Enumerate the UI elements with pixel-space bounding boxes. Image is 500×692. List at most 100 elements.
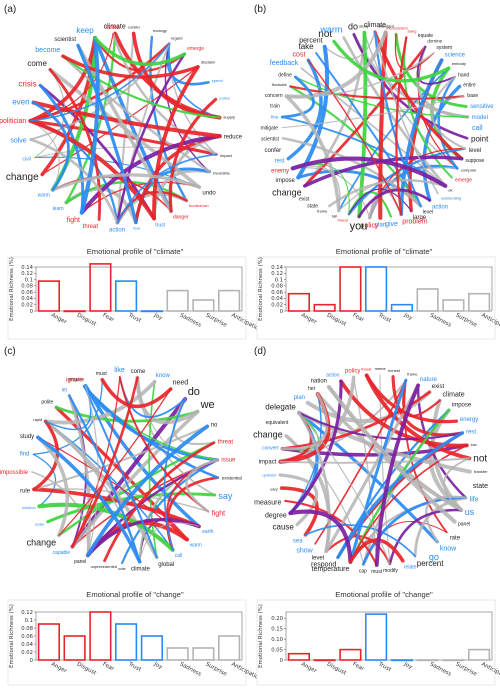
word-node: know [440,545,457,552]
y-tick-label: 0.08 [21,626,33,632]
bar-sadness [166,647,189,661]
word-node: delegate [265,402,296,411]
network-edge [28,119,218,156]
network-edge [43,379,157,425]
network-edge [348,378,408,564]
word-node: life [470,496,479,503]
word-node: concern [265,93,283,99]
word-node: measure [254,500,281,507]
word-node: polite [41,400,53,406]
network-edge [286,58,323,161]
network-edge [58,388,172,537]
word-node: change [272,188,302,198]
x-tick-label: Fear [351,312,365,323]
word-node: compare [461,168,477,173]
word-node: supply [223,115,235,120]
network-edge [324,383,420,553]
word-node: politician [0,118,26,125]
word-node: equivalent [266,420,289,426]
word-node: large [413,215,427,221]
word-node: plan [294,395,305,401]
network-edge [373,30,464,161]
network-edge [443,457,471,512]
word-node: let [62,387,68,393]
bar-anger [287,292,311,312]
word-node: do [188,386,200,398]
bar-sadness [416,288,439,312]
network-edges [280,30,470,220]
network-edge [349,444,468,563]
word-node: sensitive [470,104,494,110]
word-node: regard [171,35,183,40]
network-edge [173,397,216,445]
word-node: ecology [153,28,167,33]
bar-anticipation [218,635,241,661]
word-node: temperature [312,566,350,573]
y-tick-label: 0.02 [271,303,283,309]
word-node: climate [104,24,126,31]
word-node: danger [173,215,189,221]
network-edge [347,147,467,216]
word-node: degree [265,512,287,519]
word-node: energy [460,417,478,423]
word-node: impose [452,403,472,409]
word-node: exist [299,197,310,203]
bar-anticipation [467,648,491,661]
network-edge [288,509,353,564]
word-node: give [385,221,398,228]
word-node: action [109,228,125,234]
word-node: standard [378,24,394,29]
network-edge [43,419,159,560]
word-node: model [472,115,488,121]
word-node: relate [404,565,417,571]
y-tick-label: 0.20 [271,616,283,622]
word-node: we [200,399,215,411]
network-edge [29,138,119,225]
emotional-profile-chart: Emotional profile of "change" 0 0.02 0.04 0.… [7,590,263,686]
word-node: define [278,73,292,79]
word-node: outstanding [441,196,462,201]
word-node: come [131,369,146,375]
word-node: vary [270,486,278,491]
bar-joy [390,303,414,312]
chart-title: Emotional profile of "change" [335,590,433,599]
network-edge [290,156,448,188]
word-node: you [350,220,368,232]
word-node: warm [319,25,342,35]
network-edge [297,411,331,553]
network-edge [298,412,391,565]
bar-surprise [442,299,465,312]
word-node: enemy [271,168,289,174]
y-tick-label: 0.1 [25,277,33,283]
word-node: modify [383,568,398,574]
word-node: frame [317,209,328,214]
network-edge [67,393,92,557]
word-node: percent [299,37,322,44]
network-edge [86,518,201,557]
word-node: change [27,537,57,547]
network-edge [93,36,187,66]
word-node: threat [337,217,348,222]
word-node: equate [418,33,434,39]
bar-fear [89,263,112,312]
plot-area [35,266,243,312]
word-node: come [27,59,47,68]
y-tick-label: 0.04 [21,642,33,648]
y-tick-label: 0 [280,658,284,664]
network-edge [336,431,465,560]
network-edge [363,31,459,170]
y-tick-label: 0.06 [21,290,33,296]
word-node: confer [265,148,282,154]
word-node: us [465,507,475,517]
y-axis-label: Emotional Richness (%) [9,257,15,321]
word-node: panel [458,522,470,528]
y-tick-label: 0.14 [271,265,283,271]
network-edge [168,43,221,119]
word-node: trust [155,222,165,228]
network-edge [307,59,402,215]
word-node: ignore [66,378,83,384]
word-node: require [68,377,84,383]
network-edge [413,496,468,558]
network-edge [38,83,85,215]
